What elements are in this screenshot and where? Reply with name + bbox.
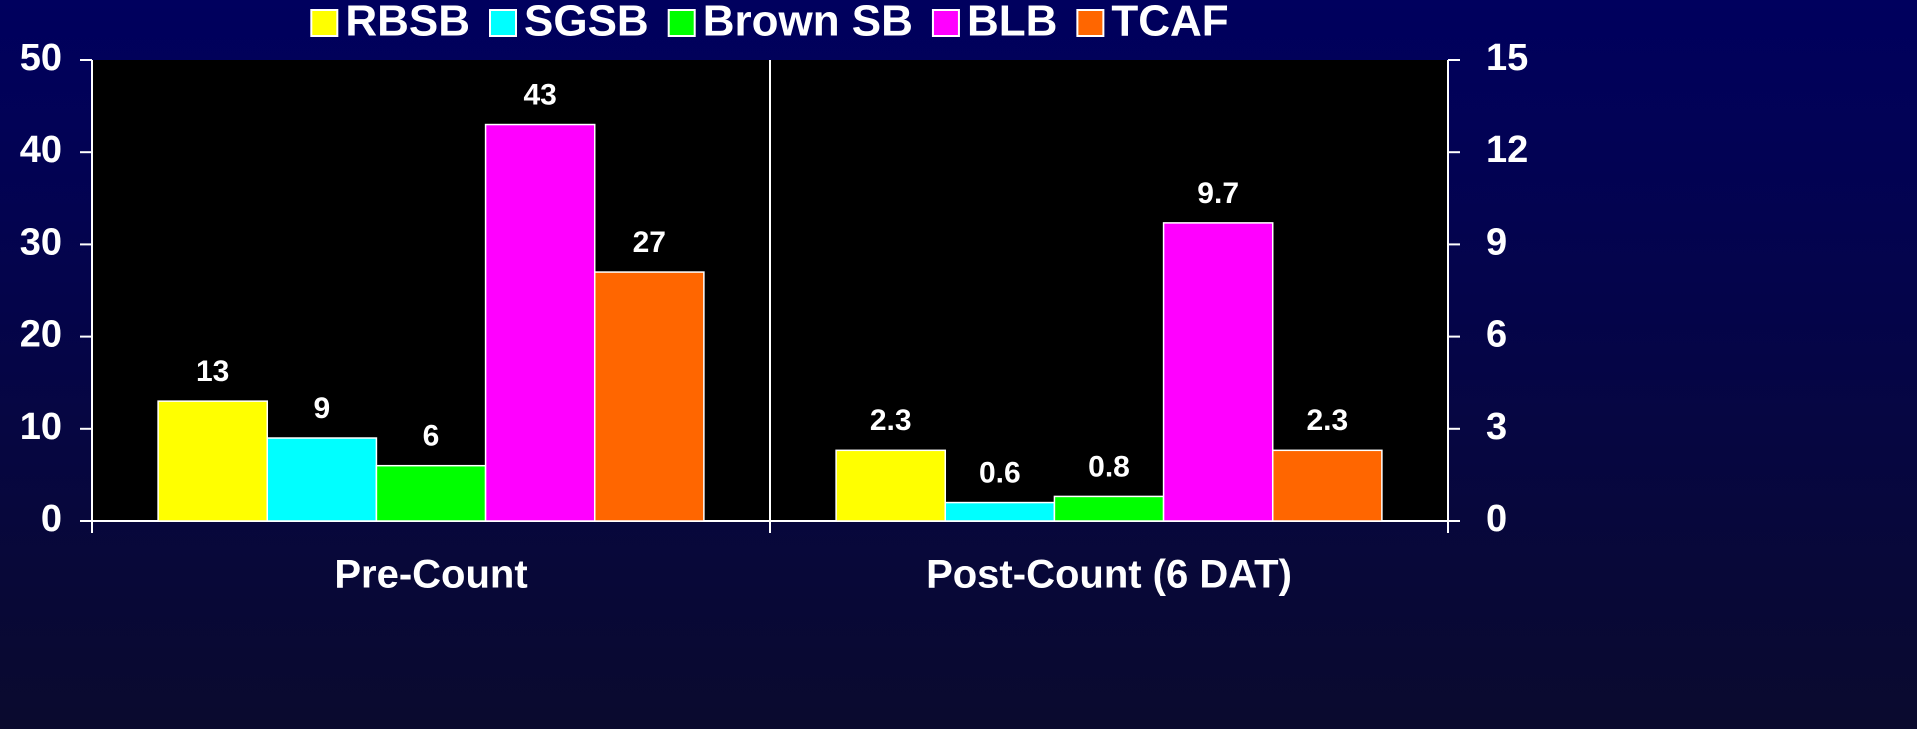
legend-swatch <box>489 9 517 37</box>
bar <box>593 271 705 522</box>
bar <box>266 437 378 522</box>
bar <box>484 123 596 522</box>
legend-swatch <box>310 9 339 37</box>
data-label: 43 <box>523 78 556 111</box>
bar <box>1271 449 1383 522</box>
y2-tick-label: 6 <box>1486 314 1507 356</box>
data-label: 13 <box>196 355 229 388</box>
legend-swatch <box>667 9 696 37</box>
legend-swatch <box>931 9 960 37</box>
y-tick-label: 30 <box>20 221 62 263</box>
y2-tick-label: 3 <box>1486 406 1507 448</box>
data-label: 2.3 <box>1306 404 1348 437</box>
y-tick-label: 0 <box>41 498 62 540</box>
legend-label: BLB <box>967 0 1057 46</box>
y-tick-label: 50 <box>20 37 62 79</box>
legend-label: SGSB <box>524 0 649 46</box>
x-tick-label: Pre-Count <box>334 553 527 597</box>
bar <box>1162 222 1274 522</box>
legend: RBSB SGSB Brown SB BLB TCAF <box>310 0 1229 46</box>
y2-tick-label: 15 <box>1486 37 1528 79</box>
bar <box>835 449 947 522</box>
data-label: 6 <box>423 420 440 453</box>
y-tick-label: 10 <box>20 406 62 448</box>
legend-swatch <box>1076 9 1105 37</box>
y2-tick-label: 0 <box>1486 498 1507 540</box>
data-label: 2.3 <box>870 404 912 437</box>
legend-label: RBSB <box>345 0 470 46</box>
bar <box>944 501 1056 522</box>
bar <box>1053 495 1165 522</box>
y2-tick-label: 12 <box>1486 129 1528 171</box>
data-label: 9.7 <box>1197 177 1239 210</box>
data-label: 27 <box>633 226 666 259</box>
legend-label: TCAF <box>1111 0 1228 46</box>
bar <box>157 400 269 522</box>
legend-label: Brown SB <box>703 0 913 46</box>
data-label: 9 <box>313 392 330 425</box>
y2-tick-label: 9 <box>1486 221 1507 263</box>
y-tick-label: 40 <box>20 129 62 171</box>
x-tick-label: Post-Count (6 DAT) <box>926 553 1292 597</box>
bar <box>375 464 487 522</box>
y-tick-label: 20 <box>20 314 62 356</box>
data-label: 0.6 <box>979 456 1021 489</box>
data-label: 0.8 <box>1088 450 1130 483</box>
